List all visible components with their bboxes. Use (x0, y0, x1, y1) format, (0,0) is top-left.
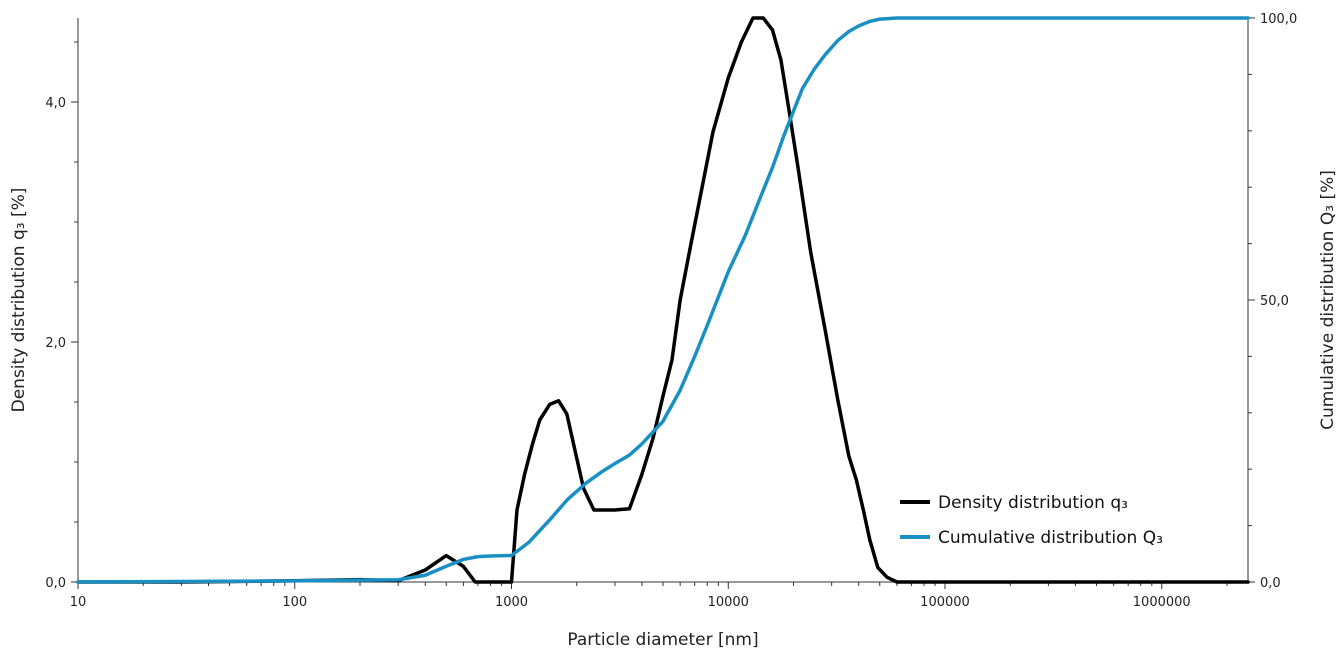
y2-tick-label: 0,0 (1260, 576, 1281, 591)
x-tick-label: 10000 (708, 595, 749, 610)
y-tick-label: 2,0 (45, 336, 66, 351)
x-tick-label: 10 (70, 595, 87, 610)
x-tick-label: 1000000 (1133, 595, 1191, 610)
legend-label-cumulative: Cumulative distribution Q₃ (938, 528, 1163, 548)
density-series-line (76, 16, 1250, 584)
legend: Density distribution q₃ Cumulative distr… (900, 493, 1163, 548)
y2-tick-label: 100,0 (1260, 12, 1297, 27)
x-tick-label: 100000 (920, 595, 970, 610)
y2-tick-label: 50,0 (1260, 294, 1289, 309)
legend-label-density: Density distribution q₃ (938, 493, 1128, 513)
y-tick-label: 4,0 (45, 96, 66, 111)
x-axis-title: Particle diameter [nm] (567, 630, 758, 650)
x-tick-label: 1000 (495, 595, 528, 610)
x-tick-label: 100 (282, 595, 307, 610)
series-layer (76, 16, 1250, 584)
y-axis-title: Density distribution q₃ [%] (9, 188, 29, 413)
axes-layer: 10 100 1000 10000 100000 1000000 0,0 2,0 4,0 0,0 5… (45, 12, 1297, 610)
cumulative-series-line (76, 16, 1250, 584)
y-tick-label: 0,0 (45, 576, 66, 591)
y2-axis-title: Cumulative distribution Q₃ [%] (1318, 170, 1338, 430)
